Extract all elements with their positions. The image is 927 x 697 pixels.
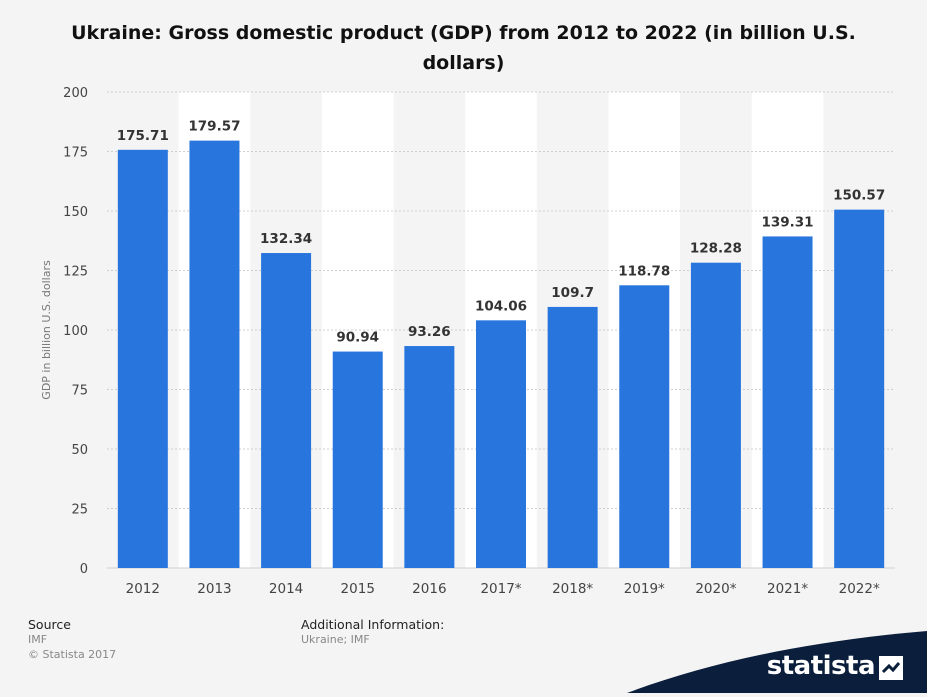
y-tick-label: 75	[71, 384, 88, 399]
source-block: Source IMF © Statista 2017	[28, 617, 116, 662]
bar[interactable]	[189, 140, 240, 568]
value-label: 128.28	[690, 241, 742, 257]
bar[interactable]	[834, 209, 885, 568]
y-tick-label: 125	[63, 265, 88, 280]
bar[interactable]	[332, 351, 383, 568]
bar[interactable]	[547, 306, 598, 568]
x-tick-label: 2019*	[624, 581, 665, 597]
value-label: 139.31	[761, 214, 813, 230]
y-tick-label: 150	[63, 205, 88, 220]
source-value: IMF	[28, 633, 48, 646]
x-tick-label: 2015	[341, 581, 375, 597]
value-label: 109.7	[551, 285, 594, 301]
y-tick-label: 50	[71, 443, 88, 458]
x-tick-label: 2018*	[552, 581, 593, 597]
additional-info-block: Additional Information: Ukraine; IMF	[301, 617, 444, 647]
y-tick-label: 175	[63, 146, 88, 161]
y-tick-label: 0	[80, 562, 88, 577]
statista-logo[interactable]: statista	[627, 623, 927, 693]
value-labels: 175.71 179.57 132.34 90.94 93.26 104.06 109.7 1…	[117, 119, 885, 346]
chart-title-line-2: dollars)	[422, 52, 505, 74]
value-label: 90.94	[336, 330, 379, 346]
bar[interactable]	[619, 285, 670, 568]
bar[interactable]	[117, 149, 168, 569]
bar[interactable]	[476, 320, 526, 568]
value-label: 118.78	[618, 263, 670, 279]
chart-title: Ukraine: Gross domestic product (GDP) fr…	[0, 18, 927, 78]
additional-info-value: Ukraine; IMF	[301, 633, 370, 646]
x-tick-label: 2014	[269, 581, 303, 597]
x-tick-label: 2013	[197, 581, 231, 597]
additional-info-heading: Additional Information:	[301, 617, 445, 632]
bar[interactable]	[690, 262, 741, 568]
y-tick-label: 25	[71, 503, 88, 518]
x-tick-label: 2017*	[480, 581, 521, 597]
x-tick-label: 2021*	[767, 581, 808, 597]
source-heading: Source	[28, 617, 71, 632]
x-tick-label: 2012	[126, 581, 160, 597]
chart-title-line-1: Ukraine: Gross domestic product (GDP) fr…	[71, 22, 856, 44]
bar-chart: 0 25 50 75 100 125 150 175 200 175.71 179.57 132.3…	[40, 86, 895, 597]
x-axis-ticks: 2012 2013 2014 2015 2016 2017* 2018* 2019* 2020*…	[126, 581, 880, 597]
bar[interactable]	[404, 346, 455, 568]
x-tick-label: 2020*	[695, 581, 736, 597]
value-label: 93.26	[408, 324, 451, 340]
y-tick-label: 100	[63, 324, 88, 339]
logo-background-shape	[627, 631, 927, 693]
value-label: 179.57	[188, 119, 240, 135]
copyright: © Statista 2017	[28, 648, 117, 661]
bar[interactable]	[762, 236, 813, 568]
x-tick-label: 2022*	[839, 581, 880, 597]
statista-logo-icon	[879, 656, 903, 680]
y-tick-label: 200	[63, 86, 88, 101]
x-tick-label: 2016	[412, 581, 446, 597]
value-label: 150.57	[833, 188, 885, 204]
bar[interactable]	[261, 253, 312, 568]
value-label: 175.71	[117, 128, 169, 144]
logo-text: statista	[766, 651, 876, 681]
bars	[117, 140, 885, 569]
value-label: 104.06	[475, 298, 527, 314]
value-label: 132.34	[260, 231, 312, 247]
y-axis-label: GDP in billion U.S. dollars	[40, 260, 53, 400]
y-axis-ticks: 0 25 50 75 100 125 150 175 200	[63, 86, 88, 577]
